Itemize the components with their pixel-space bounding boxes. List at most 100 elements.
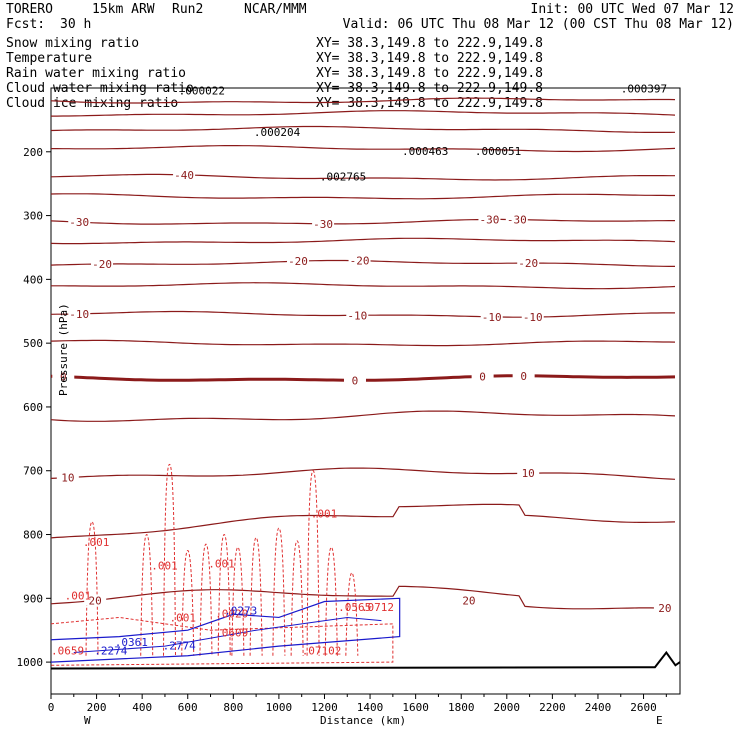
- contour-labels: -40 -30 -30 -30 -30 -20 -20 -20 -20 -10 -10 -10 -10 0…: [51, 82, 676, 657]
- legend-xy: XY= 38.3,149.8 to 222.9,149.8: [316, 66, 543, 81]
- isotherm--45: [51, 145, 676, 153]
- isotherm-10: [50, 467, 676, 480]
- ice-max-label: .000204: [254, 126, 301, 139]
- rain-plume: [85, 521, 99, 656]
- rain-plume: [163, 463, 177, 656]
- y-tick-label: 500: [23, 337, 43, 350]
- isotherm-label: 20: [658, 602, 671, 615]
- rain-plume: [249, 537, 263, 656]
- cloud-water-contours: [50, 597, 401, 663]
- cloud-water-inner: [73, 616, 382, 654]
- isotherm-label-bg: [52, 370, 75, 382]
- isotherm-label-bg: [521, 311, 544, 323]
- rain-label: .001: [65, 590, 92, 603]
- terrain-line: [50, 650, 681, 670]
- isotherm-label-bg: [68, 216, 91, 228]
- isotherm-label: -30: [507, 214, 527, 227]
- isotherm-label: 10: [522, 467, 535, 480]
- rain-plume: [306, 470, 320, 656]
- legend-item: Rain water mixing ratio: [6, 66, 186, 81]
- model-name: TORERO: [6, 2, 53, 17]
- axes: 0 200 400 600 800 1000 1200 1400 1600 1800 2000 220…: [17, 146, 667, 714]
- grid-name: 15km ARW: [92, 2, 155, 17]
- isotherm-label: -10: [69, 308, 89, 321]
- isotherm--55: [51, 110, 676, 117]
- y-tick-label: 900: [23, 592, 43, 605]
- fcst-value: 30 h: [60, 17, 91, 32]
- ice-max-label: .002765: [320, 170, 366, 183]
- cloud-water-outer: [50, 597, 401, 663]
- x-tick-label: 400: [132, 701, 152, 714]
- legend-xy: XY= 38.3,149.8 to 222.9,149.8: [316, 96, 543, 111]
- org-name: NCAR/MMM: [244, 2, 307, 17]
- isotherm-label-bg: [348, 254, 371, 266]
- cloud-label: .2274: [94, 644, 127, 657]
- isotherm--15: [51, 282, 676, 290]
- isotherm-label: -10: [523, 311, 543, 324]
- isotherm-label-bg: [173, 168, 196, 180]
- isotherm-label-bg: [68, 307, 91, 319]
- x-tick-label: 2200: [539, 701, 566, 714]
- rain-plume: [345, 572, 359, 656]
- isotherm--60: [50, 97, 676, 104]
- isotherm-label: -20: [518, 257, 538, 270]
- isotherm-label-bg: [471, 370, 494, 382]
- run-name: Run2: [172, 2, 203, 17]
- isotherm-label: 10: [61, 472, 74, 485]
- isotherm-label-bg: [505, 213, 528, 225]
- isotherm-label-bg: [56, 471, 79, 483]
- isotherm-lines: [50, 97, 676, 610]
- rain-label: .07102: [302, 644, 342, 657]
- init-time: Init: 00 UTC Wed 07 Mar 12: [531, 2, 735, 17]
- x-tick-label: 600: [178, 701, 198, 714]
- x-tick-label: 1800: [448, 701, 475, 714]
- legend-xy: XY= 38.3,149.8 to 222.9,149.8: [316, 51, 543, 66]
- x-tick-label: 2600: [630, 701, 657, 714]
- isotherm-label-bg: [512, 369, 535, 381]
- isotherm-label-bg: [457, 594, 480, 606]
- isotherm-label-bg: [91, 258, 114, 270]
- legend: Snow mixing ratio XY= 38.3,149.8 to 222.9…: [6, 36, 543, 111]
- ice-max-label: .000022: [179, 84, 225, 97]
- x-tick-label: 2400: [585, 701, 612, 714]
- isotherm-label-bg: [653, 602, 676, 614]
- isotherm-15: [50, 503, 676, 539]
- x-tick-label: 1200: [311, 701, 338, 714]
- rain-water-contours: [50, 463, 394, 666]
- cloud-label: .2774: [163, 639, 196, 652]
- rain-label: .001: [151, 560, 178, 573]
- isotherm-label-bg: [517, 257, 540, 269]
- rain-plume: [272, 527, 286, 656]
- x-tick-label: 2000: [494, 701, 521, 714]
- y-axis-label: Pressure (hPa): [57, 303, 70, 396]
- rain-label: .001: [311, 507, 338, 520]
- legend-item: Temperature: [6, 51, 92, 66]
- rain-plume: [199, 543, 213, 656]
- rain-label: .0712: [361, 601, 394, 614]
- isotherm--30: [50, 218, 675, 225]
- isotherm-20: [50, 585, 676, 610]
- isotherm--50: [50, 125, 676, 133]
- rain-label: .0020: [215, 607, 248, 620]
- y-tick-label: 1000: [17, 656, 44, 669]
- isotherm-label-bg: [287, 255, 310, 267]
- isotherm--40: [50, 173, 675, 181]
- header: TORERO 15km ARW Run2 NCAR/MMM Init: 00 U…: [6, 2, 734, 32]
- isotherm-5: [50, 410, 676, 422]
- legend-xy: XY= 38.3,149.8 to 222.9,149.8: [316, 36, 543, 51]
- x-tick-label: 1600: [402, 701, 429, 714]
- rain-plume: [181, 549, 195, 656]
- rain-plume: [140, 534, 154, 656]
- fcst-label: Fcst:: [6, 17, 45, 32]
- valid-time: Valid: 06 UTC Thu 08 Mar 12 (00 CST Thu …: [343, 17, 734, 32]
- rain-low-layer: [50, 616, 394, 666]
- isotherm-label: -30: [313, 218, 333, 231]
- cloud-label: .0361: [115, 636, 148, 649]
- legend-item: Cloud ice mixing ratio: [6, 96, 178, 111]
- x-tick-label: 1400: [357, 701, 384, 714]
- rain-label: .001: [170, 611, 197, 624]
- y-tick-label: 300: [23, 210, 43, 223]
- ice-max-label: .000463: [402, 145, 448, 158]
- rain-label: .0609: [215, 627, 248, 640]
- ice-max-label: .000051: [475, 145, 521, 158]
